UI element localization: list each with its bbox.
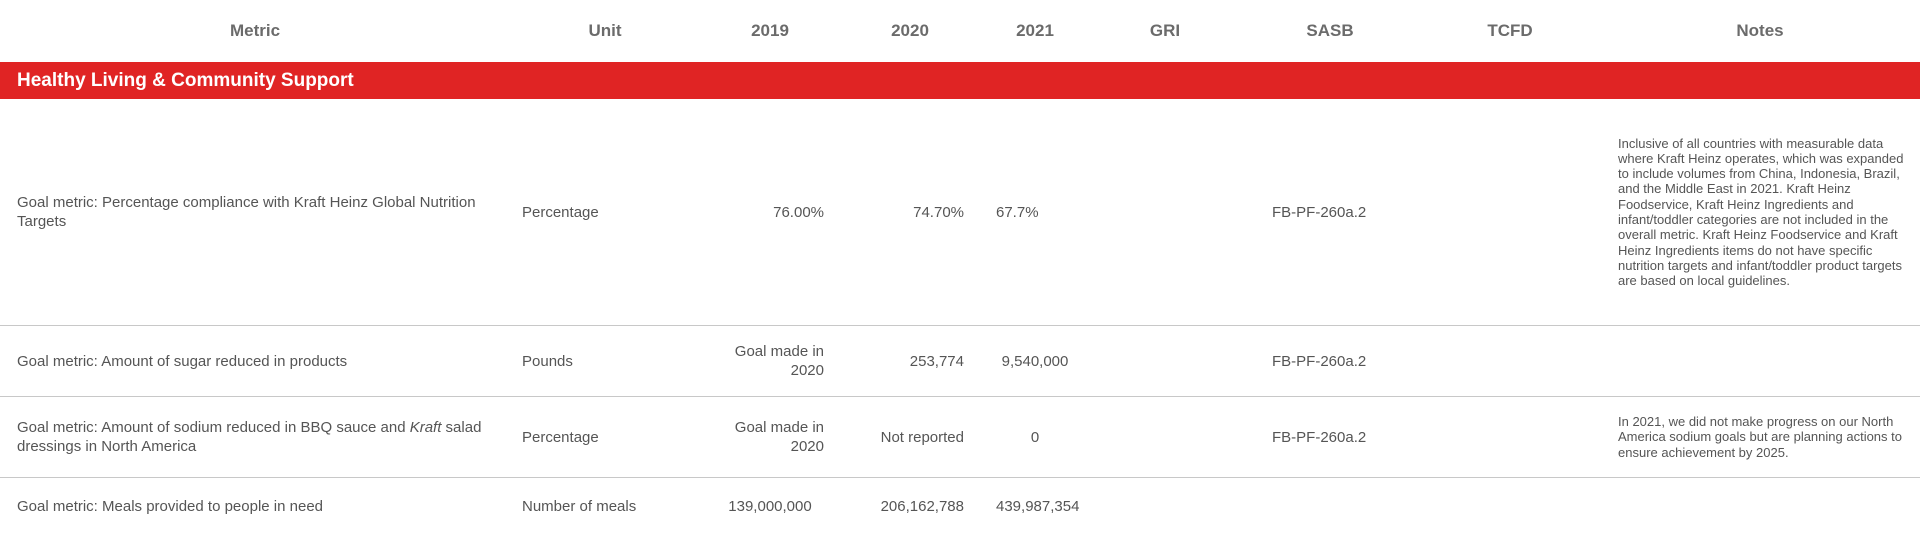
sasb-cell: FB-PF-260a.2 [1240,397,1420,478]
tcfd-cell [1420,397,1600,478]
metric-cell: Goal metric: Amount of sodium reduced in… [0,397,510,478]
table-row: Goal metric: Percentage compliance with … [0,99,1920,326]
header-tcfd: TCFD [1420,0,1600,62]
sasb-cell [1240,478,1420,534]
sasb-cell: FB-PF-260a.2 [1240,326,1420,397]
value-2019-cell: 139,000,000 [700,478,840,534]
header-notes: Notes [1600,0,1920,62]
sasb-cell: FB-PF-260a.2 [1240,99,1420,326]
metric-text-start: Goal metric: Amount of sodium reduced in… [17,419,410,436]
value-2019-cell: Goal made in 2020 [700,397,840,478]
notes-cell: In 2021, we did not make progress on our… [1600,397,1920,478]
header-row: Metric Unit 2019 2020 2021 GRI SASB TCFD… [0,0,1920,62]
value-2021-cell: 67.7% [980,99,1090,326]
notes-cell: Inclusive of all countries with measurab… [1600,99,1920,326]
gri-cell [1090,397,1240,478]
header-metric: Metric [0,0,510,62]
value-2020-cell: 74.70% [840,99,980,326]
value-2019-cell: 76.00% [700,99,840,326]
header-unit: Unit [510,0,700,62]
header-2021: 2021 [980,0,1090,62]
value-2020-cell: 253,774 [840,326,980,397]
metric-cell: Goal metric: Amount of sugar reduced in … [0,326,510,397]
unit-cell: Pounds [510,326,700,397]
unit-cell: Percentage [510,99,700,326]
table-row: Goal metric: Meals provided to people in… [0,478,1920,534]
section-row: Healthy Living & Community Support [0,62,1920,99]
metric-cell: Goal metric: Meals provided to people in… [0,478,510,534]
header-sasb: SASB [1240,0,1420,62]
metric-brand-name: Kraft [410,419,442,436]
metrics-table-page: Metric Unit 2019 2020 2021 GRI SASB TCFD… [0,0,1920,484]
gri-cell [1090,326,1240,397]
value-2019-cell: Goal made in 2020 [700,326,840,397]
value-2021-cell: 9,540,000 [980,326,1090,397]
header-2019: 2019 [700,0,840,62]
table-row: Goal metric: Amount of sodium reduced in… [0,397,1920,478]
value-2020-cell: 206,162,788 [840,478,980,534]
gri-cell [1090,478,1240,534]
metric-cell: Goal metric: Percentage compliance with … [0,99,510,326]
value-2021-cell: 439,987,354 [980,478,1090,534]
unit-cell: Number of meals [510,478,700,534]
unit-cell: Percentage [510,397,700,478]
tcfd-cell [1420,99,1600,326]
section-title: Healthy Living & Community Support [0,62,1920,99]
table-row: Goal metric: Amount of sugar reduced in … [0,326,1920,397]
notes-cell [1600,326,1920,397]
gri-cell [1090,99,1240,326]
notes-cell [1600,478,1920,534]
header-gri: GRI [1090,0,1240,62]
header-2020: 2020 [840,0,980,62]
tcfd-cell [1420,326,1600,397]
value-2020-cell: Not reported [840,397,980,478]
tcfd-cell [1420,478,1600,534]
value-2021-cell: 0 [980,397,1090,478]
